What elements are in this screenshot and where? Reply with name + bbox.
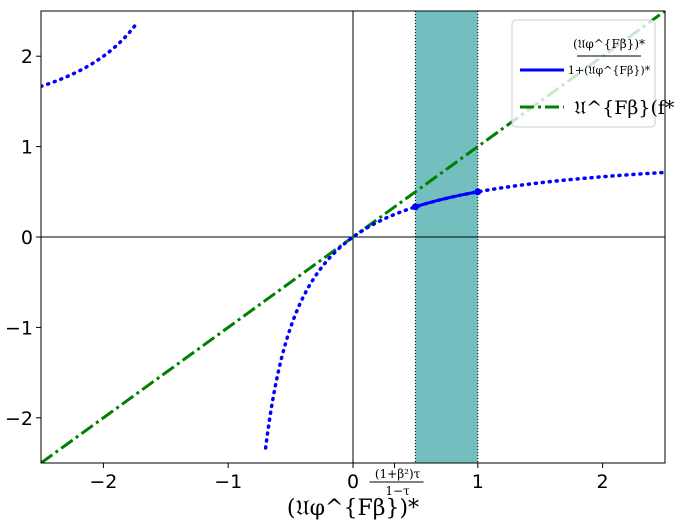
- y-tick-label: 0: [21, 227, 33, 249]
- legend-box: [511, 19, 656, 128]
- special-tick-numerator: (1+β²)τ: [375, 467, 421, 481]
- endpoint-marker-1: [411, 203, 419, 211]
- x-tick-label: 1: [472, 471, 484, 493]
- y-tick-label: −2: [5, 408, 33, 430]
- special-tick-denominator: 1−τ: [385, 484, 410, 498]
- legend: (𝔘φ^{Fβ})* 1+(𝔘φ^{Fβ})* 𝔘^{Fβ}(f*): [511, 19, 675, 128]
- series-ratio-left-branch: [41, 24, 137, 89]
- plot-area: [41, 11, 665, 463]
- series-ratio-solid-segment: [414, 190, 479, 209]
- ticks: −2 −1 0 1 2 −2 −1 0 1 2 (1+β²)τ 1−τ: [5, 46, 609, 498]
- legend-label-2: 𝔘^{Fβ}(f*): [574, 97, 675, 119]
- series-identity-line: [41, 11, 665, 463]
- x-tick-label: 0: [347, 471, 359, 493]
- legend-label-1-denominator: 1+(𝔘φ^{Fβ})*: [568, 64, 651, 77]
- x-axis-label-text: (𝔘φ^{Fβ})*: [287, 496, 419, 521]
- endpoint-marker-2: [474, 188, 482, 196]
- x-tick-label: −1: [214, 471, 242, 493]
- y-tick-label: 2: [21, 46, 33, 68]
- legend-label-1-numerator: (𝔘φ^{Fβ})*: [573, 37, 645, 51]
- x-axis-label: (𝔘φ^{Fβ})*: [287, 496, 419, 521]
- x-tick-label: 2: [597, 471, 609, 493]
- y-tick-label: 1: [21, 137, 33, 159]
- x-tick-label: −2: [89, 471, 117, 493]
- y-tick-label: −1: [5, 317, 33, 339]
